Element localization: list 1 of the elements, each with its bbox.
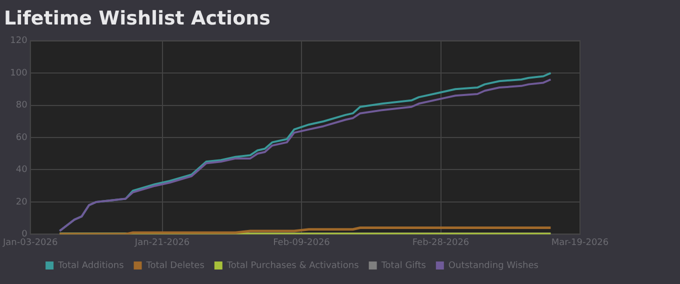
chart-title: Lifetime Wishlist Actions xyxy=(4,7,270,30)
